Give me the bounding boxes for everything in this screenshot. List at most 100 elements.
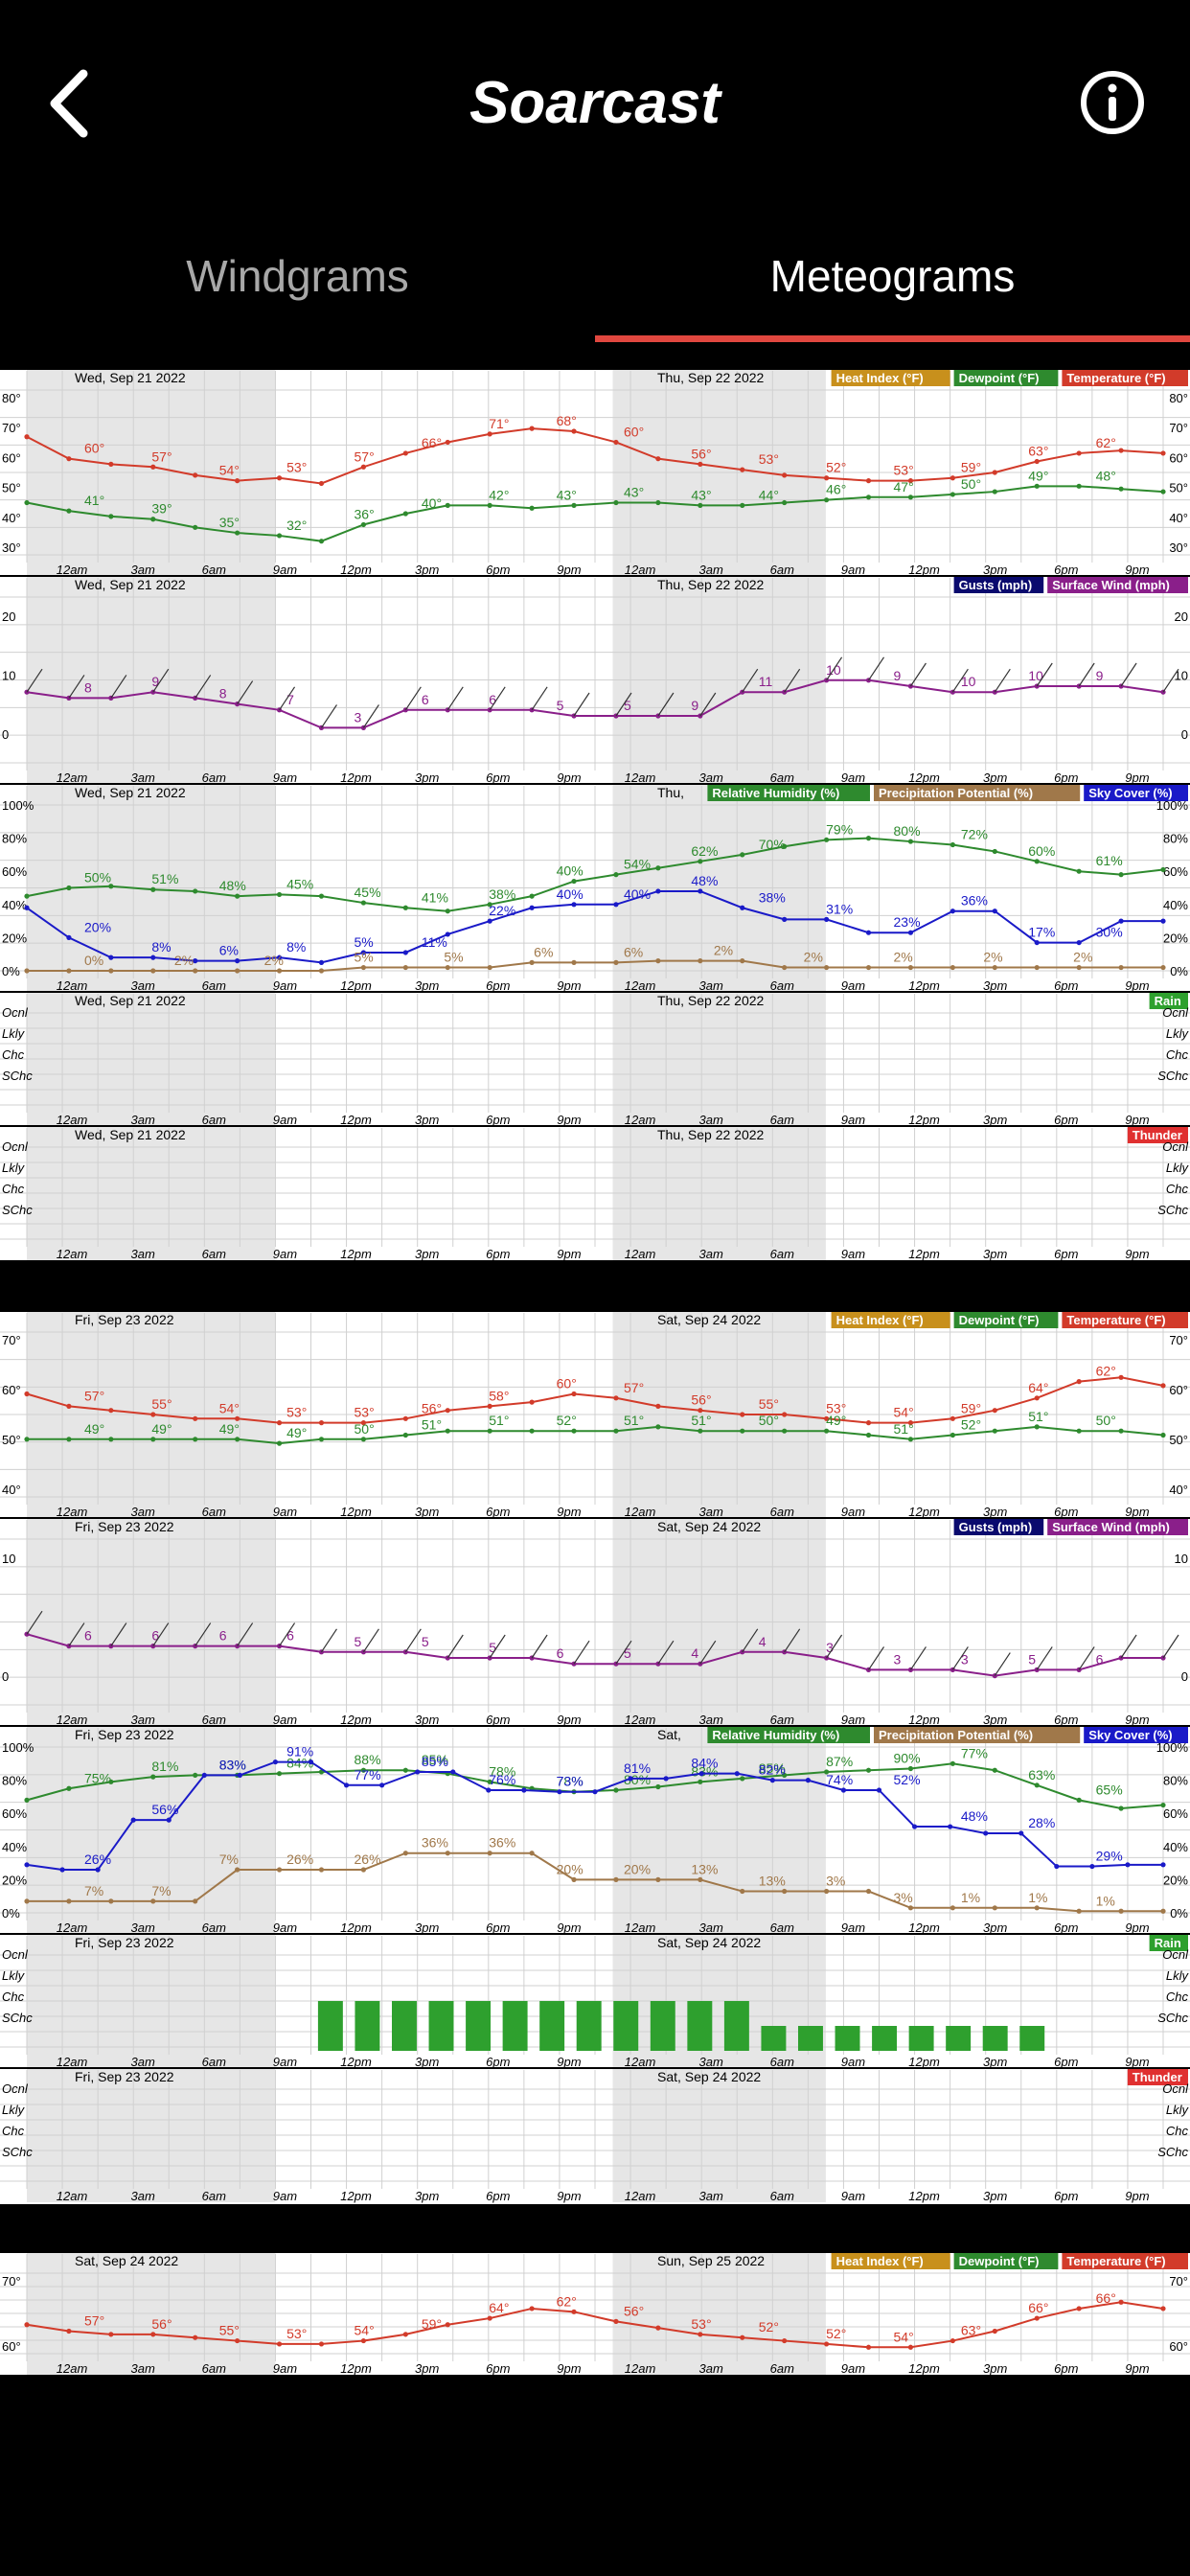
sky-cover-point — [24, 905, 30, 910]
precip-potential-point — [1076, 964, 1082, 971]
time-tick: 6pm — [486, 1713, 510, 1727]
temperature-point — [66, 2328, 72, 2334]
time-tick: 12am — [625, 2189, 656, 2203]
legend-label: Gusts (mph) — [959, 1520, 1033, 1534]
surface-wind-data-label: 9 — [894, 668, 902, 683]
relative-humidity-data-label: 80% — [894, 823, 921, 839]
temperature-data-label: 59° — [961, 1400, 981, 1415]
dewpoint-point — [865, 1432, 872, 1438]
dewpoint-point — [698, 502, 703, 508]
precip-potential-data-label: 7% — [84, 1883, 103, 1898]
sky-cover-data-label: 31% — [826, 901, 853, 916]
dewpoint-point — [487, 502, 492, 508]
wind-barb — [657, 1640, 675, 1665]
relative-humidity-point — [1076, 1797, 1082, 1803]
temperature-point — [402, 2332, 408, 2337]
precip-potential-point — [150, 1898, 156, 1904]
temperature-point — [865, 1420, 872, 1426]
precip-potential-data-label: 2% — [894, 950, 913, 965]
time-tick: 9pm — [1125, 2189, 1149, 2203]
y-tick: 100% — [2, 1740, 34, 1755]
category-label: Ocnl — [2, 1947, 29, 1962]
precip-potential-point — [865, 1888, 872, 1895]
legend-swatch — [953, 2253, 1059, 2269]
time-tick: 9pm — [1125, 1247, 1149, 1260]
dewpoint-point — [823, 497, 830, 503]
relative-humidity-point — [698, 859, 703, 864]
panel: Wed, Sep 21 2022 Thu, Sep 22 2022 12am 3am 6… — [0, 991, 1190, 1127]
info-button[interactable] — [1079, 69, 1146, 136]
wind-barb — [699, 1640, 717, 1665]
time-tick: 6am — [202, 2361, 226, 2375]
meteogram-sep21-22: Wed, Sep 21 2022 Thu, Sep 22 2022 12am 3am 6… — [0, 369, 1190, 1260]
day-label: Wed, Sep 21 2022 — [75, 1127, 186, 1142]
sky-cover-point — [557, 1789, 562, 1795]
temperature-point — [487, 1403, 492, 1409]
sky-cover-data-label: 17% — [1028, 925, 1055, 940]
temperature-data-label: 59° — [961, 460, 981, 475]
relative-humidity-data-label: 72% — [961, 827, 988, 842]
legend-label: Thunder — [1133, 2070, 1182, 2084]
sky-cover-point — [907, 930, 914, 935]
sky-cover-data-label: 26% — [84, 1852, 111, 1867]
dewpoint-point — [782, 1428, 788, 1434]
sky-cover-point — [1160, 918, 1166, 924]
y-tick: 40° — [1169, 511, 1188, 525]
sky-cover-point — [343, 1782, 350, 1788]
time-tick: 3am — [699, 2361, 723, 2375]
day-label: Sat, Sep 24 2022 — [75, 2253, 178, 2268]
temperature-data-label: 66° — [422, 435, 442, 450]
panel: Fri, Sep 23 2022 Sat, Sep 24 2022 12am 3am 6… — [0, 2067, 1190, 2203]
relative-humidity-point — [360, 1767, 367, 1773]
day-label: Wed, Sep 21 2022 — [75, 577, 186, 592]
tab-meteograms[interactable]: Meteograms — [769, 250, 1016, 301]
wind-barb — [68, 675, 85, 699]
time-tick: 6am — [770, 2361, 794, 2375]
sky-cover-point — [734, 1771, 740, 1777]
time-tick: 12pm — [340, 1920, 372, 1935]
dewpoint-data-label: 49° — [1028, 468, 1048, 483]
time-tick: 12am — [57, 2361, 88, 2375]
relative-humidity-data-label: 87% — [826, 1754, 853, 1769]
time-tick: 6pm — [486, 2361, 510, 2375]
temperature-point — [108, 461, 114, 467]
temperature-point — [150, 2332, 156, 2337]
temperature-point — [613, 2318, 619, 2324]
time-tick: 12am — [625, 770, 656, 785]
temperature-data-label: 64° — [1028, 1380, 1048, 1395]
relative-humidity-point — [1160, 866, 1166, 873]
legend-swatch — [953, 370, 1059, 386]
sky-cover-point — [571, 902, 577, 908]
precip-potential-point — [992, 1905, 997, 1911]
relative-humidity-point — [655, 1783, 661, 1790]
tab-windgrams[interactable]: Windgrams — [186, 250, 409, 301]
precip-potential-point — [318, 968, 325, 974]
category-label: SChc — [2, 2011, 33, 2025]
precip-potential-data-label: 2% — [174, 953, 194, 968]
surface-wind-data-label: 6 — [286, 1628, 294, 1644]
wind-barb — [446, 1634, 464, 1659]
sky-cover-point — [805, 1778, 811, 1783]
dewpoint-data-label: 35° — [219, 515, 240, 530]
category-label: Lkly — [1166, 1968, 1190, 1983]
relative-humidity-data-label: 83% — [691, 1763, 718, 1779]
relative-humidity-point — [1034, 1782, 1040, 1788]
category-label: SChc — [2, 1069, 33, 1083]
dewpoint-data-label: 32° — [286, 518, 307, 533]
y-tick: 40% — [1163, 1840, 1188, 1854]
surface-wind-data-label: 3 — [826, 1640, 834, 1655]
time-tick: 12am — [57, 770, 88, 785]
precip-potential-data-label: 2% — [264, 953, 284, 968]
time-tick: 9am — [841, 978, 865, 993]
precip-potential-point — [318, 1867, 325, 1873]
precip-potential-line — [27, 959, 1163, 972]
sky-cover-point — [698, 1771, 704, 1777]
dewpoint-data-label: 42° — [489, 487, 509, 502]
time-tick: 12am — [57, 2055, 88, 2069]
y-tick: 60° — [1169, 2339, 1188, 2354]
time-tick: 6pm — [486, 2189, 510, 2203]
rain-bar — [576, 2001, 602, 2051]
temperature-point — [1076, 450, 1082, 456]
wind-barb — [1162, 1634, 1179, 1659]
back-button[interactable] — [40, 65, 98, 142]
